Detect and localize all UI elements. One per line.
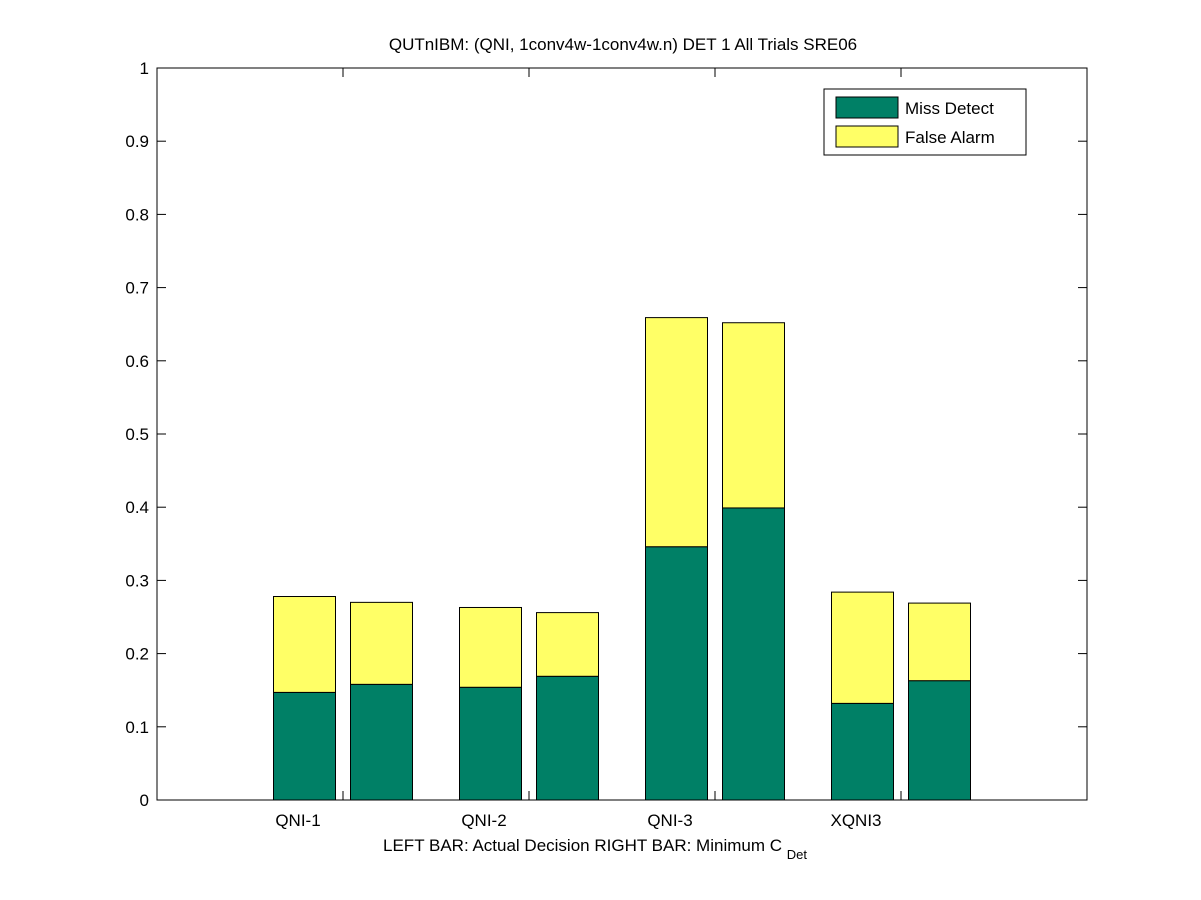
x-tick-label: QNI-3 [647, 811, 692, 830]
legend-swatch-miss-detect [835, 96, 899, 119]
y-tick-label: 0.4 [125, 498, 149, 517]
bar-minimum-miss-detect-4 [908, 680, 971, 801]
legend-label-false-alarm: False Alarm [905, 128, 995, 147]
y-tick-label: 0.5 [125, 425, 149, 444]
bar-actual-false-alarm-3 [645, 317, 708, 548]
y-tick-label: 0.9 [125, 132, 149, 151]
bar-actual-miss-detect-4 [831, 702, 894, 801]
bar-actual-miss-detect-2 [459, 686, 522, 801]
legend-swatch-false-alarm [835, 125, 899, 148]
bar-minimum-miss-detect-2 [536, 675, 599, 801]
y-tick-label: 0.2 [125, 645, 149, 664]
legend: Miss Detect False Alarm [823, 88, 1027, 156]
y-tick-label: 0.6 [125, 352, 149, 371]
x-axis-label: LEFT BAR: Actual Decision RIGHT BAR: Min… [383, 836, 807, 862]
bar-minimum-false-alarm-3 [722, 322, 785, 509]
bars-group [273, 317, 971, 801]
x-label-subscript: Det [787, 847, 808, 862]
bar-minimum-false-alarm-1 [350, 601, 413, 685]
chart-title: QUTnIBM: (QNI, 1conv4w-1conv4w.n) DET 1 … [389, 35, 857, 54]
bar-actual-false-alarm-1 [273, 596, 336, 693]
x-tick-label: XQNI3 [830, 811, 881, 830]
y-tick-label: 1 [140, 59, 149, 78]
x-axis: QNI-1 QNI-2 QNI-3 XQNI3 [275, 68, 902, 830]
legend-label-miss-detect: Miss Detect [905, 99, 994, 118]
x-tick-label: QNI-1 [275, 811, 320, 830]
y-tick-label: 0 [140, 791, 149, 810]
y-tick-label: 0.1 [125, 718, 149, 737]
x-tick-label: QNI-2 [461, 811, 506, 830]
bar-actual-false-alarm-2 [459, 606, 522, 688]
y-axis: 0 0.1 0.2 0.3 0.4 0.5 0.6 0.7 0.8 0.9 1 [125, 59, 1087, 810]
y-tick-label: 0.3 [125, 571, 149, 590]
x-label-left: LEFT BAR: Actual Decision [383, 836, 590, 855]
y-tick-label: 0.8 [125, 205, 149, 224]
bar-actual-false-alarm-4 [831, 591, 894, 704]
bar-minimum-false-alarm-4 [908, 602, 971, 682]
x-label-right: RIGHT BAR: Minimum C [594, 836, 782, 855]
bar-minimum-miss-detect-3 [722, 507, 785, 801]
bar-minimum-false-alarm-2 [536, 612, 599, 677]
bar-actual-miss-detect-1 [273, 691, 336, 801]
y-tick-label: 0.7 [125, 279, 149, 298]
bar-minimum-miss-detect-1 [350, 683, 413, 801]
bar-actual-miss-detect-3 [645, 546, 708, 801]
